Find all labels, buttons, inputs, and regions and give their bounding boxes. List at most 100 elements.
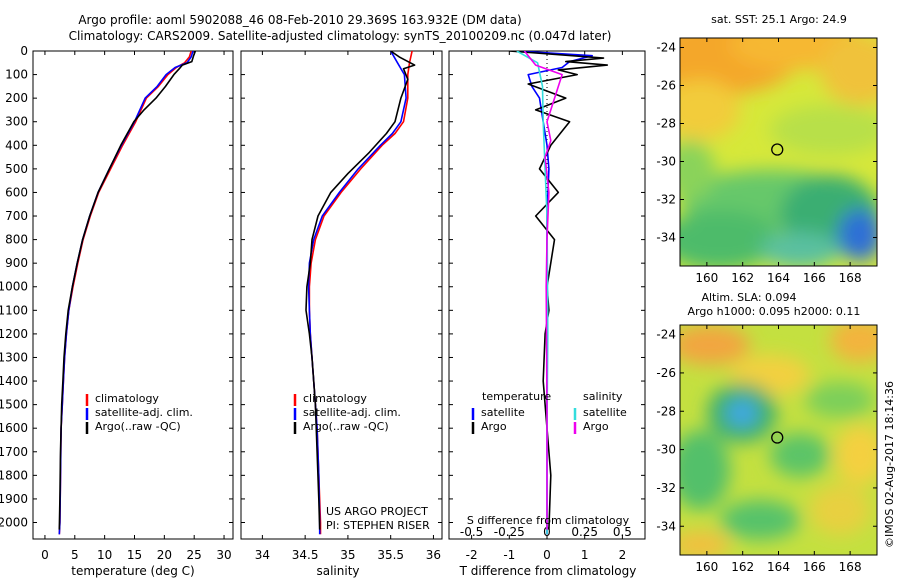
salinity-xlabel: salinity	[316, 564, 359, 578]
salinity-line-climatology	[308, 51, 413, 535]
difference-legend-title-temperature: temperature	[482, 390, 551, 403]
figure-title-line1: Argo profile: aoml 5902088_46 08-Feb-201…	[78, 13, 521, 27]
difference-xlabel: T difference from climatology	[459, 564, 637, 578]
depth-tick-label: 1600	[0, 421, 28, 435]
sst_map-xtick-label: 166	[803, 271, 826, 285]
temperature-xtick-label: 30	[216, 548, 231, 562]
pi-label: PI: STEPHEN RISER	[326, 519, 430, 532]
temperature-legend-label: satellite-adj. clim.	[95, 406, 193, 419]
depth-tick-label: 700	[5, 209, 28, 223]
sla_map-xtick-label: 164	[767, 560, 790, 574]
depth-tick-label: 1100	[0, 303, 28, 317]
difference-line-salinity-argo	[523, 51, 563, 530]
depth-tick-label: 900	[5, 256, 28, 270]
salinity-axes-frame	[240, 50, 443, 540]
salinity-xtick-label: 34.5	[292, 548, 319, 562]
sla_map-ytick-label: -30	[656, 443, 676, 457]
difference-legend-label: satellite	[583, 406, 627, 419]
temperature-legend-label: climatology	[95, 392, 159, 405]
temperature-xtick-label: 20	[157, 548, 172, 562]
depth-tick-label: 800	[5, 233, 28, 247]
sla_map-ytick-label: -28	[656, 404, 676, 418]
depth-tick-label: 500	[5, 162, 28, 176]
difference-xtick-label: 1	[581, 548, 589, 562]
temperature-series-group	[58, 51, 197, 535]
temperature-line-argo-raw-qc-	[58, 51, 197, 530]
sst_map-ytick-label: -34	[656, 231, 676, 245]
difference-line-temperature-satellite	[516, 51, 594, 535]
depth-tick-label: 1500	[0, 398, 28, 412]
difference-xtick-label: 2	[619, 548, 627, 562]
temperature-xtick-label: 10	[97, 548, 112, 562]
difference-s-tick-label: 0.5	[613, 525, 632, 539]
depth-tick-label: 200	[5, 91, 28, 105]
salinity-xtick-label: 36	[426, 548, 441, 562]
depth-tick-label: 100	[5, 68, 28, 82]
difference-legend-label: satellite	[481, 406, 525, 419]
sst_map-ytick-label: -26	[656, 79, 676, 93]
depth-tick-label: 1000	[0, 280, 28, 294]
sla-map-title-line2: Argo h1000: 0.095 h2000: 0.11	[688, 305, 861, 318]
temperature-xtick-label: 15	[127, 548, 142, 562]
salinity-line-satellite-adj-clim-	[307, 51, 407, 535]
sst_map-ytick-label: -32	[656, 193, 676, 207]
sst_map-ytick-label: -28	[656, 117, 676, 131]
sla_map-argo-location-marker	[771, 431, 784, 444]
sst_map-argo-location-marker	[771, 143, 784, 156]
difference-legend-title-salinity: salinity	[583, 390, 623, 403]
salinity-legend-label: satellite-adj. clim.	[303, 406, 401, 419]
sla_map-ytick-label: -34	[656, 519, 676, 533]
difference-s-tick-label: 0.25	[571, 525, 598, 539]
sst-field	[680, 38, 877, 266]
difference-legend-label: Argo	[481, 420, 507, 433]
difference-legend-label: Argo	[583, 420, 609, 433]
salinity-legend-label: Argo(..raw -QC)	[303, 420, 389, 433]
salinity-series-group	[305, 51, 416, 535]
sla_map-ytick-label: -24	[656, 328, 676, 342]
sst_map-xtick-label: 160	[695, 271, 718, 285]
depth-tick-label: 1400	[0, 374, 28, 388]
sla-map-title-line1: Altim. SLA: 0.094	[701, 291, 796, 304]
salinity-xtick-label: 34	[255, 548, 270, 562]
sla_map-ytick-label: -32	[656, 481, 676, 495]
depth-tick-label: 1200	[0, 327, 28, 341]
sla-field	[680, 325, 877, 555]
sst_map-ytick-label: -24	[656, 41, 676, 55]
depth-tick-label: 300	[5, 115, 28, 129]
salinity-xtick-label: 35	[340, 548, 355, 562]
sst_map-xtick-label: 168	[839, 271, 862, 285]
difference-xtick-label: -1	[503, 548, 515, 562]
depth-tick-label: 600	[5, 185, 28, 199]
temperature-line-satellite-adj-clim-	[58, 51, 194, 535]
difference-s-tick-label: -0.25	[494, 525, 525, 539]
difference-xtick-label: 0	[543, 548, 551, 562]
difference-line-salinity-satellite	[516, 51, 549, 535]
depth-tick-label: 1900	[0, 492, 28, 506]
difference-xtick-label: -2	[466, 548, 478, 562]
difference-series-group	[509, 51, 609, 535]
difference-xlabel-top: S difference from climatology	[467, 514, 630, 527]
depth-tick-label: 1700	[0, 445, 28, 459]
sst_map-xtick-label: 162	[731, 271, 754, 285]
temperature-legend-label: Argo(..raw -QC)	[95, 420, 181, 433]
depth-tick-label: 1300	[0, 350, 28, 364]
sla_map-xtick-label: 160	[695, 560, 718, 574]
imos-credit: ©IMOS 02-Aug-2017 18:14:36	[883, 381, 896, 548]
salinity-line-argo-raw-qc-	[305, 51, 416, 530]
sla_map-xtick-label: 168	[839, 560, 862, 574]
salinity-xtick-label: 35.5	[377, 548, 404, 562]
sla_map-ytick-label: -26	[656, 366, 676, 380]
figure-title-line2: Climatology: CARS2009. Satellite-adjuste…	[69, 29, 612, 43]
depth-tick-label: 1800	[0, 468, 28, 482]
sst-map-title: sat. SST: 25.1 Argo: 24.9	[711, 13, 847, 26]
difference-line-temperature-argo	[509, 51, 609, 530]
sst_map-xtick-label: 164	[767, 271, 790, 285]
difference-s-tick-label: -0.5	[460, 525, 483, 539]
project-label: US ARGO PROJECT	[326, 505, 428, 518]
depth-tick-label: 0	[20, 44, 28, 58]
sla_map-xtick-label: 162	[731, 560, 754, 574]
salinity-legend-label: climatology	[303, 392, 367, 405]
depth-tick-label: 400	[5, 138, 28, 152]
